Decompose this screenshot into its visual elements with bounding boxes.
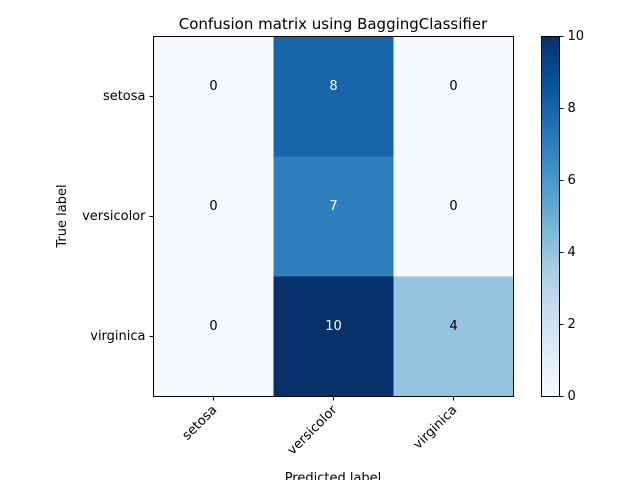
- cell-value-label: 8: [329, 79, 337, 94]
- x-tick-label: versicolor: [285, 402, 341, 458]
- y-tick-label: virginica: [90, 329, 145, 344]
- heatmap-cell: [393, 276, 514, 397]
- y-tick-label: versicolor: [82, 209, 146, 224]
- heatmap-cell: [393, 156, 514, 277]
- x-tick-label: setosa: [180, 403, 221, 444]
- colorbar-ticks: 0 2 4 6 8 10: [559, 29, 585, 404]
- chart-title: Confusion matrix using BaggingClassifier: [179, 15, 488, 33]
- colorbar-tick-label: 10: [568, 29, 585, 44]
- colorbar: [541, 36, 560, 397]
- heatmap-cell-labels: 0 8 0 0 7 0 0 10 4: [209, 79, 457, 334]
- heatmap-cell: [153, 36, 274, 157]
- heatmap-cell: [273, 156, 394, 277]
- colorbar-tick-label: 8: [568, 101, 576, 116]
- x-tick-label: virginica: [411, 403, 461, 453]
- y-axis-label: True label: [55, 184, 70, 248]
- heatmap-cell: [273, 276, 394, 397]
- cell-value-label: 0: [209, 79, 217, 94]
- colorbar-tick-label: 6: [568, 173, 576, 188]
- cell-value-label: 7: [329, 199, 337, 214]
- y-axis: setosa versicolor virginica: [82, 89, 154, 344]
- cell-value-label: 0: [449, 79, 457, 94]
- colorbar-tick-label: 4: [568, 245, 576, 260]
- cell-value-label: 0: [209, 199, 217, 214]
- cell-value-label: 4: [449, 319, 457, 334]
- cell-value-label: 0: [209, 319, 217, 334]
- heatmap-cell: [153, 276, 274, 397]
- x-axis: setosa versicolor virginica: [180, 396, 461, 458]
- heatmap-cell: [273, 36, 394, 157]
- colorbar-tick-label: 2: [568, 317, 576, 332]
- heatmap-cell: [153, 156, 274, 277]
- y-tick-label: setosa: [103, 89, 146, 104]
- colorbar-tick-label: 0: [568, 389, 576, 404]
- heatmap-cells: [153, 36, 514, 397]
- heatmap-cell: [393, 36, 514, 157]
- x-axis-label: Predicted label: [285, 471, 382, 480]
- cell-value-label: 10: [325, 319, 342, 334]
- cell-value-label: 0: [449, 199, 457, 214]
